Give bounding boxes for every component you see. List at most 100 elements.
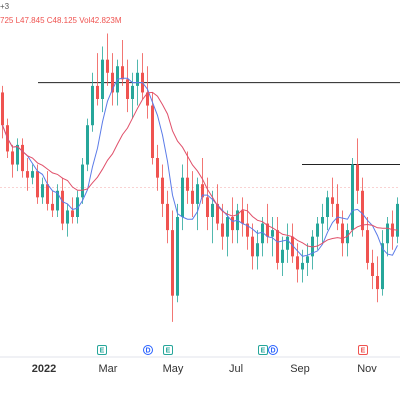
candle-body — [106, 59, 109, 73]
dividend-event-marker[interactable]: D — [143, 345, 153, 355]
candle — [111, 53, 114, 106]
legend-close: C48.125 — [46, 16, 77, 25]
candle — [181, 164, 184, 231]
candle-body — [336, 203, 339, 224]
candle — [126, 59, 129, 113]
candle-body — [181, 177, 184, 217]
candle-body — [136, 72, 139, 86]
candle — [41, 177, 44, 204]
earnings-event-marker[interactable]: E — [258, 345, 268, 355]
ohlc-legend: 725 L47.845 C48.125 Vol42.823M — [0, 16, 122, 25]
candle — [191, 171, 194, 217]
candle-body — [91, 85, 94, 126]
candle-body — [201, 184, 204, 198]
candle — [276, 217, 279, 270]
event-marker-letter: E — [166, 348, 171, 355]
event-marker-letter: E — [100, 348, 105, 355]
candle — [206, 177, 209, 231]
candle-body — [316, 223, 319, 237]
candle-body — [206, 197, 209, 217]
candle-body — [76, 197, 79, 217]
candle-body — [256, 243, 259, 257]
candle — [236, 203, 239, 244]
candle-body — [56, 190, 59, 211]
candle — [321, 203, 324, 244]
candle-body — [121, 66, 124, 80]
candle-body — [341, 223, 344, 244]
candle-body — [161, 177, 164, 204]
candle — [326, 190, 329, 231]
candle-body — [251, 236, 254, 257]
candle — [31, 164, 34, 185]
dividend-event-marker[interactable]: D — [268, 345, 278, 355]
candle — [46, 171, 49, 211]
candlestick-series — [1, 33, 399, 322]
candle — [121, 40, 124, 86]
candle-body — [16, 144, 19, 165]
candle-body — [1, 92, 4, 126]
candle-body — [46, 184, 49, 204]
candle — [261, 217, 264, 257]
time-axis-label: Sep — [290, 363, 310, 375]
candle — [346, 223, 349, 257]
candle-body — [331, 197, 334, 204]
candle-body — [221, 223, 224, 237]
candle-body — [241, 210, 244, 224]
legend-low: L47.845 — [15, 16, 45, 25]
candle-body — [61, 190, 64, 224]
candle-body — [31, 171, 34, 178]
candle — [341, 210, 344, 257]
drawn-level-lines[interactable] — [0, 82, 400, 188]
candle-body — [361, 190, 364, 231]
time-axis-label: Jul — [229, 363, 243, 375]
event-marker-letter: D — [270, 348, 275, 355]
candle-body — [351, 164, 354, 231]
candle — [81, 158, 84, 204]
candle — [21, 138, 24, 178]
event-marker-shape — [258, 345, 268, 355]
candle — [196, 177, 199, 231]
candle — [381, 230, 384, 296]
candle-body — [381, 243, 384, 290]
candle — [51, 190, 54, 217]
legend-corner-mark: +3 — [0, 2, 10, 11]
candle-body — [386, 223, 389, 244]
earnings-event-marker[interactable]: E — [163, 345, 173, 355]
candle — [116, 59, 119, 106]
candle-body — [321, 217, 324, 224]
candle-body — [191, 190, 194, 204]
candle — [336, 184, 339, 231]
earnings-event-marker[interactable]: E — [97, 345, 107, 355]
candle-body — [71, 210, 74, 217]
candle-body — [281, 249, 284, 263]
candle-body — [391, 223, 394, 237]
candle-body — [11, 151, 14, 165]
candle — [16, 138, 19, 172]
candle — [56, 184, 59, 217]
candle-body — [216, 203, 219, 224]
candle-body — [176, 217, 179, 296]
candle — [76, 190, 79, 224]
event-marker-letter: E — [261, 348, 266, 355]
earnings-event-marker[interactable]: E — [358, 345, 368, 355]
candle-body — [196, 184, 199, 204]
candle-body — [131, 85, 134, 99]
candle-body — [36, 171, 39, 198]
candle-body — [276, 230, 279, 263]
candle-body — [171, 230, 174, 296]
candle-body — [301, 262, 304, 270]
candle-body — [66, 210, 69, 224]
candle-body — [271, 230, 274, 237]
ma-fast-line — [2, 77, 398, 257]
candle — [361, 177, 364, 237]
candle-body — [356, 164, 359, 191]
candle-body — [226, 217, 229, 237]
candle-body — [41, 184, 44, 198]
candle-body — [261, 223, 264, 244]
candle-body — [156, 158, 159, 178]
event-marker-shape — [268, 345, 278, 355]
candle — [176, 203, 179, 303]
candle — [86, 118, 89, 172]
